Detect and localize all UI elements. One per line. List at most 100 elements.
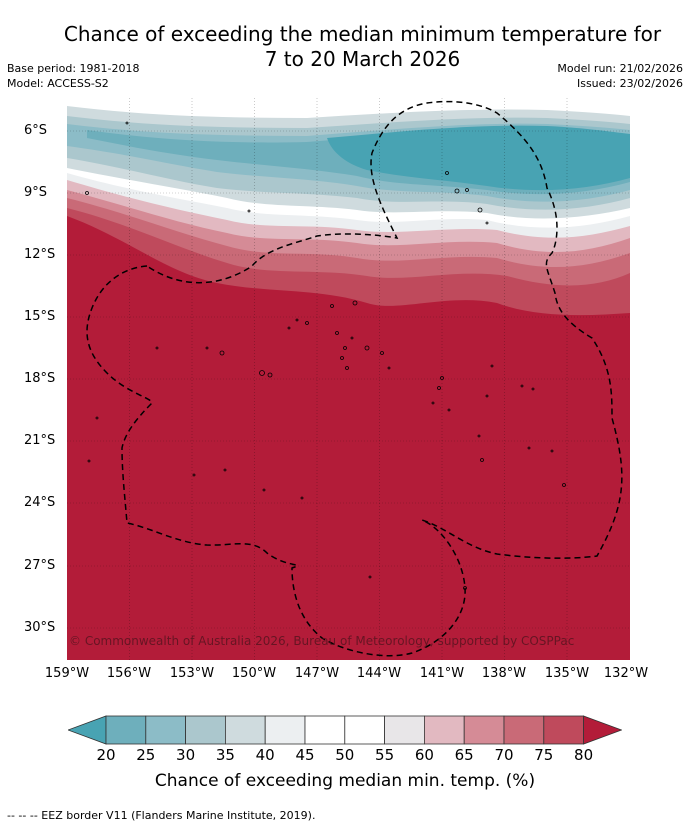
lat-label-15s: 15°S	[24, 309, 56, 324]
colorbar-cells	[68, 715, 622, 745]
island	[219, 350, 225, 356]
lon-label-132w: 132°W	[603, 666, 649, 681]
island	[247, 209, 251, 213]
band-20	[327, 125, 630, 191]
lon-label-138w: 138°W	[481, 666, 527, 681]
island	[431, 401, 435, 405]
island	[350, 336, 354, 340]
colorbar-tick-label: 70	[494, 746, 514, 764]
colorbar-label: Chance of exceeding median min. temp. (%…	[154, 771, 536, 791]
lat-label-21s: 21°S	[24, 433, 56, 448]
colorbar-tick-label: 50	[335, 746, 355, 764]
island	[380, 351, 384, 355]
island	[437, 386, 441, 390]
island	[259, 370, 265, 376]
island	[345, 366, 349, 370]
lat-label-24s: 24°S	[24, 495, 56, 510]
island	[368, 575, 372, 579]
lat-label-9s: 9°S	[24, 185, 48, 200]
colorbar-cell	[264, 715, 306, 745]
island	[364, 345, 370, 351]
island	[335, 331, 339, 335]
lat-label-18s: 18°S	[24, 371, 56, 386]
colorbar	[68, 715, 622, 745]
island	[352, 300, 358, 306]
lon-label-150w: 150°W	[231, 666, 277, 681]
lon-label-153w: 153°W	[169, 666, 215, 681]
island	[155, 346, 159, 350]
lon-label-141w: 141°W	[419, 666, 465, 681]
colorbar-tick-label: 35	[215, 746, 235, 764]
model-name: Model: ACCESS-S2	[7, 77, 109, 90]
copyright-notice: © Commonwealth of Australia 2026, Bureau…	[69, 634, 575, 648]
colorbar-tick-label: 25	[136, 746, 156, 764]
title-line-2: 7 to 20 March 2026	[264, 47, 461, 71]
island	[267, 372, 273, 378]
lon-label-159w: 159°W	[44, 666, 90, 681]
island	[527, 446, 531, 450]
title-line-1: Chance of exceeding the median minimum t…	[63, 22, 662, 46]
colorbar-tick-label: 45	[295, 746, 315, 764]
colorbar-high-extend	[583, 715, 622, 745]
colorbar-tick-label: 20	[96, 746, 116, 764]
base-period: Base period: 1981-2018	[7, 62, 140, 75]
colorbar-tick-label: 60	[414, 746, 434, 764]
forecast-map	[67, 98, 630, 660]
metadata-right: Model run: 21/02/2026 Issued: 23/02/2026	[557, 61, 683, 91]
colorbar-cell	[543, 715, 584, 745]
island	[447, 408, 451, 412]
island	[485, 221, 489, 225]
island	[550, 449, 554, 453]
island	[305, 321, 309, 325]
colorbar-cell	[423, 715, 465, 745]
island	[125, 121, 129, 125]
lon-label-156w: 156°W	[106, 666, 152, 681]
island	[477, 434, 481, 438]
colorbar-tick-label: 80	[574, 746, 594, 764]
lat-label-30s: 30°S	[24, 620, 56, 635]
colorbar-tick-label: 40	[255, 746, 275, 764]
island	[343, 346, 347, 350]
issued-date: Issued: 23/02/2026	[576, 77, 683, 90]
islands	[85, 121, 566, 590]
island	[287, 326, 291, 330]
map-title: Chance of exceeding the median minimum t…	[0, 22, 690, 72]
lat-label-12s: 12°S	[24, 247, 56, 262]
island	[562, 483, 566, 487]
island	[485, 394, 489, 398]
eez-legend-footnote: -- -- -- EEZ border V11 (Flanders Marine…	[7, 809, 316, 822]
island	[490, 364, 494, 368]
island	[192, 473, 196, 477]
colorbar-low-extend	[68, 715, 107, 745]
lon-label-135w: 135°W	[544, 666, 590, 681]
island	[465, 188, 469, 192]
island	[205, 346, 209, 350]
eez-border-french-polynesia	[86, 100, 623, 657]
lat-label-6s: 6°S	[24, 123, 48, 138]
island	[445, 171, 449, 175]
colorbar-cell	[304, 715, 346, 745]
model-run: Model run: 21/02/2026	[557, 62, 683, 75]
colorbar-cell	[344, 715, 385, 745]
island	[463, 586, 467, 590]
island	[454, 188, 460, 194]
lon-label-144w: 144°W	[356, 666, 402, 681]
map-canvas	[67, 98, 630, 660]
colorbar-tick-label: 30	[176, 746, 196, 764]
island	[295, 318, 299, 322]
graticule	[67, 98, 630, 660]
colorbar-cell	[105, 715, 147, 745]
island	[87, 459, 91, 463]
island	[262, 488, 266, 492]
colorbar-cell	[224, 715, 266, 745]
colorbar-tick-label: 65	[454, 746, 474, 764]
island	[95, 416, 99, 420]
island	[340, 356, 344, 360]
island	[223, 468, 227, 472]
island	[387, 366, 391, 370]
colorbar-cell	[463, 715, 505, 745]
island	[85, 191, 89, 195]
metadata-left: Base period: 1981-2018 Model: ACCESS-S2	[7, 61, 139, 91]
island	[477, 207, 483, 213]
colorbar-tick-label: 55	[375, 746, 395, 764]
